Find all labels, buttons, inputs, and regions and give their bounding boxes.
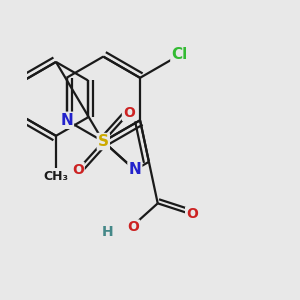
Text: H: H bbox=[102, 225, 114, 239]
Text: O: O bbox=[127, 220, 139, 235]
Text: Cl: Cl bbox=[171, 47, 188, 62]
Text: O: O bbox=[123, 106, 135, 120]
Text: O: O bbox=[186, 208, 198, 221]
Text: CH₃: CH₃ bbox=[44, 170, 68, 183]
Text: O: O bbox=[72, 163, 84, 177]
Text: S: S bbox=[98, 134, 109, 149]
Text: N: N bbox=[60, 113, 73, 128]
Text: N: N bbox=[128, 162, 141, 177]
